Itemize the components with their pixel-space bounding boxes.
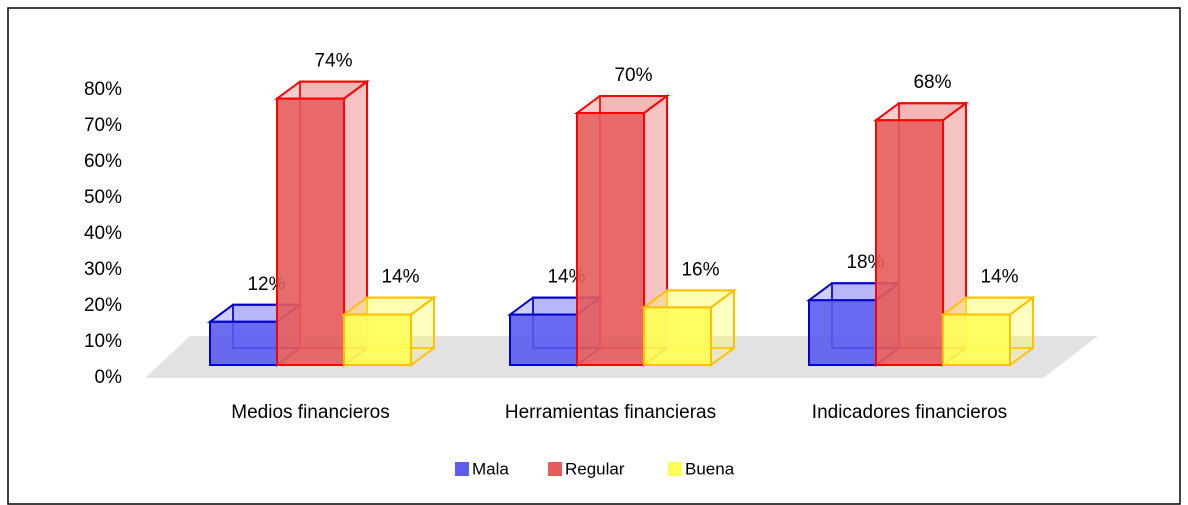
y-tick-label: 80% [84, 79, 122, 100]
bar [340, 295, 438, 367]
value-label: 16% [681, 259, 719, 280]
legend-swatch [455, 462, 469, 476]
legend-swatch [548, 462, 562, 476]
legend-label: Buena [685, 459, 735, 478]
y-tick-label: 30% [84, 259, 122, 280]
legend-label: Regular [565, 459, 625, 478]
bar-front [509, 313, 578, 366]
y-tick-label: 10% [84, 331, 122, 352]
value-label: 14% [381, 267, 419, 288]
value-label: 68% [913, 72, 951, 93]
legend-swatch [668, 462, 682, 476]
y-tick-label: 50% [84, 187, 122, 208]
value-label: 70% [614, 65, 652, 86]
bar-front [875, 119, 944, 366]
x-tick-label: Medios financieros [231, 402, 389, 423]
bar [939, 295, 1037, 367]
bar-front [643, 306, 712, 366]
bar-front [942, 313, 1011, 366]
legend-label: Mala [472, 459, 509, 478]
value-label: 74% [314, 51, 352, 72]
y-tick-label: 20% [84, 295, 122, 316]
bar-front [209, 320, 278, 366]
y-tick-label: 60% [84, 151, 122, 172]
bar-front [576, 112, 645, 366]
value-label: 14% [980, 267, 1018, 288]
y-tick-label: 0% [95, 367, 123, 388]
y-tick-label: 70% [84, 115, 122, 136]
bar [573, 94, 671, 367]
x-tick-label: Indicadores financieros [812, 402, 1007, 423]
x-tick-label: Herramientas financieras [505, 402, 716, 423]
bar [640, 288, 738, 367]
bar-front [808, 299, 877, 366]
bar-front [276, 97, 345, 366]
y-tick-label: 40% [84, 223, 122, 244]
bar [872, 101, 970, 367]
bar-front [343, 313, 412, 366]
